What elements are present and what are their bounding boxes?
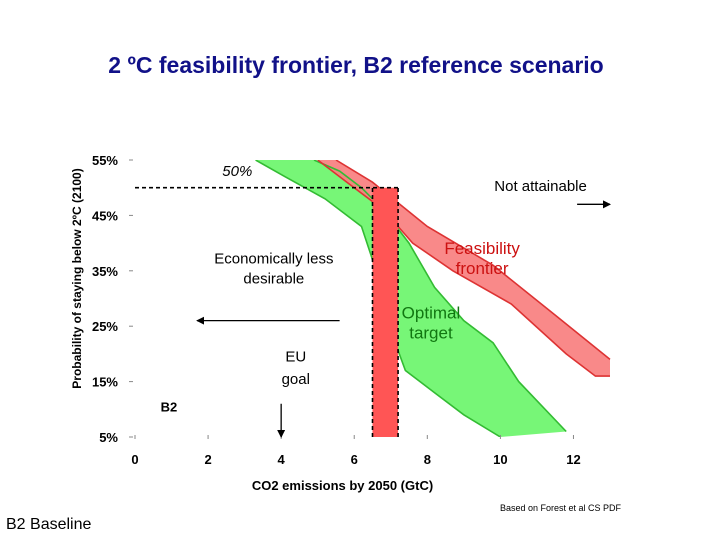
x-tick-label: 2 xyxy=(204,452,211,467)
x-tick-label: 6 xyxy=(351,452,358,467)
y-tick-label: 5% xyxy=(99,430,118,445)
x-axis-label: CO2 emissions by 2050 (GtC) xyxy=(252,478,433,493)
x-tick-label: 4 xyxy=(278,452,286,467)
x-tick-label: 10 xyxy=(493,452,507,467)
x-tick-label: 12 xyxy=(566,452,580,467)
highlight-bar-layer xyxy=(372,187,399,437)
optimal-target-bar xyxy=(372,187,399,437)
annotation-eu1: EU xyxy=(285,349,306,366)
y-tick-label: 25% xyxy=(92,319,118,334)
annotation-feas1: Feasibility xyxy=(444,239,520,258)
y-axis-label: Probability of staying below 2ºC (2100) xyxy=(70,168,84,388)
annotation-econ1: Economically less xyxy=(214,251,333,268)
series-green-upper-edge xyxy=(313,160,567,433)
y-tick-label: 35% xyxy=(92,264,118,279)
footer-label: B2 Baseline xyxy=(6,516,92,533)
chart-panel: 0 2 4 6 8 10 12 5% 15% 25% 35% 45% 55% CO2 emissions … xyxy=(62,124,652,498)
annotation-opt1: Optimal xyxy=(402,303,461,322)
x-tick-label: 8 xyxy=(424,452,431,467)
annotation-b2: B2 xyxy=(161,400,178,415)
y-tick-label: 45% xyxy=(92,208,118,223)
annotation-feas2: frontier xyxy=(456,259,509,278)
bands-layer xyxy=(255,160,611,437)
annotation-econ2: desirable xyxy=(243,271,304,288)
series-red-upper-edge xyxy=(335,160,611,361)
source-note: Based on Forest et al CS PDF xyxy=(500,503,622,513)
annotation-p50: 50% xyxy=(222,163,252,180)
annotation-not_attainable: Not attainable xyxy=(494,178,587,195)
series-red-lower-edge xyxy=(317,160,610,377)
axes-layer: 0 2 4 6 8 10 12 5% 15% 25% 35% 45% 55% CO2 emissions … xyxy=(70,153,581,493)
page-title: 2 ºC feasibility frontier, B2 reference … xyxy=(108,52,604,78)
x-tick-label: 0 xyxy=(131,452,138,467)
chart-svg: 0 2 4 6 8 10 12 5% 15% 25% 35% 45% 55% CO2 emissions … xyxy=(70,153,611,493)
annotation-eu2: goal xyxy=(282,371,310,388)
reference-lines-layer xyxy=(135,186,399,437)
series-green-band xyxy=(255,160,567,437)
y-tick-label: 15% xyxy=(92,375,118,390)
annotations-layer: 50% Not attainable Economically less desira… xyxy=(161,163,611,438)
annotation-opt2: target xyxy=(409,323,453,342)
y-tick-label: 55% xyxy=(92,153,118,168)
